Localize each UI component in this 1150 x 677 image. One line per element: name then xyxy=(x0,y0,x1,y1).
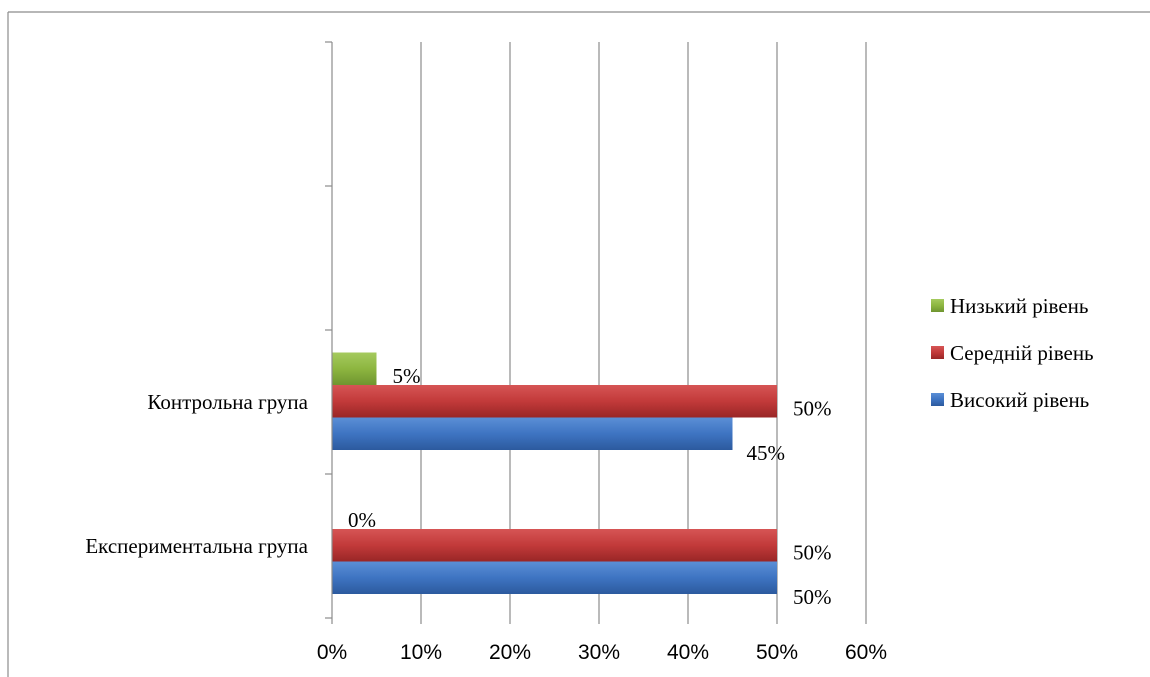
data-label: 45% xyxy=(747,441,786,465)
bar-Високий рівень xyxy=(332,417,733,450)
bar-Низький рівень xyxy=(332,352,377,385)
data-label: 5% xyxy=(393,364,421,388)
bar-Середній рівень xyxy=(332,385,777,418)
x-tick-label: 0% xyxy=(317,641,347,664)
bar-Середній рівень xyxy=(332,529,777,562)
x-tick-label: 60% xyxy=(845,641,887,664)
legend-label: Середній рівень xyxy=(950,341,1094,365)
bar-Високий рівень xyxy=(332,561,777,594)
data-label: 0% xyxy=(348,508,376,532)
x-tick-label: 40% xyxy=(667,641,709,664)
legend-label: Низький рівень xyxy=(950,294,1088,318)
data-label: 50% xyxy=(793,396,832,420)
legend-swatch xyxy=(931,346,944,359)
legend-swatch xyxy=(931,393,944,406)
legend-label: Високий рівень xyxy=(950,388,1089,412)
gridlines xyxy=(420,42,867,618)
x-tick-label: 10% xyxy=(400,641,442,664)
category-label: Експериментальна група xyxy=(85,534,308,558)
bars xyxy=(332,352,777,594)
legend-swatch xyxy=(931,299,944,312)
x-tick-label: 50% xyxy=(756,641,798,664)
axes: 0% 10% 20% 30% 40% 50% 60% Експериментальна гру… xyxy=(85,41,887,664)
category-label: Контрольна група xyxy=(147,390,308,414)
data-label: 50% xyxy=(793,585,832,609)
data-labels: 50% 50% 0% 45% 50% 5% xyxy=(348,364,832,609)
legend: Низький рівень Середній рівень Високий рів… xyxy=(931,294,1094,412)
data-label: 50% xyxy=(793,540,832,564)
x-tick-label: 30% xyxy=(578,641,620,664)
x-tick-label: 20% xyxy=(489,641,531,664)
